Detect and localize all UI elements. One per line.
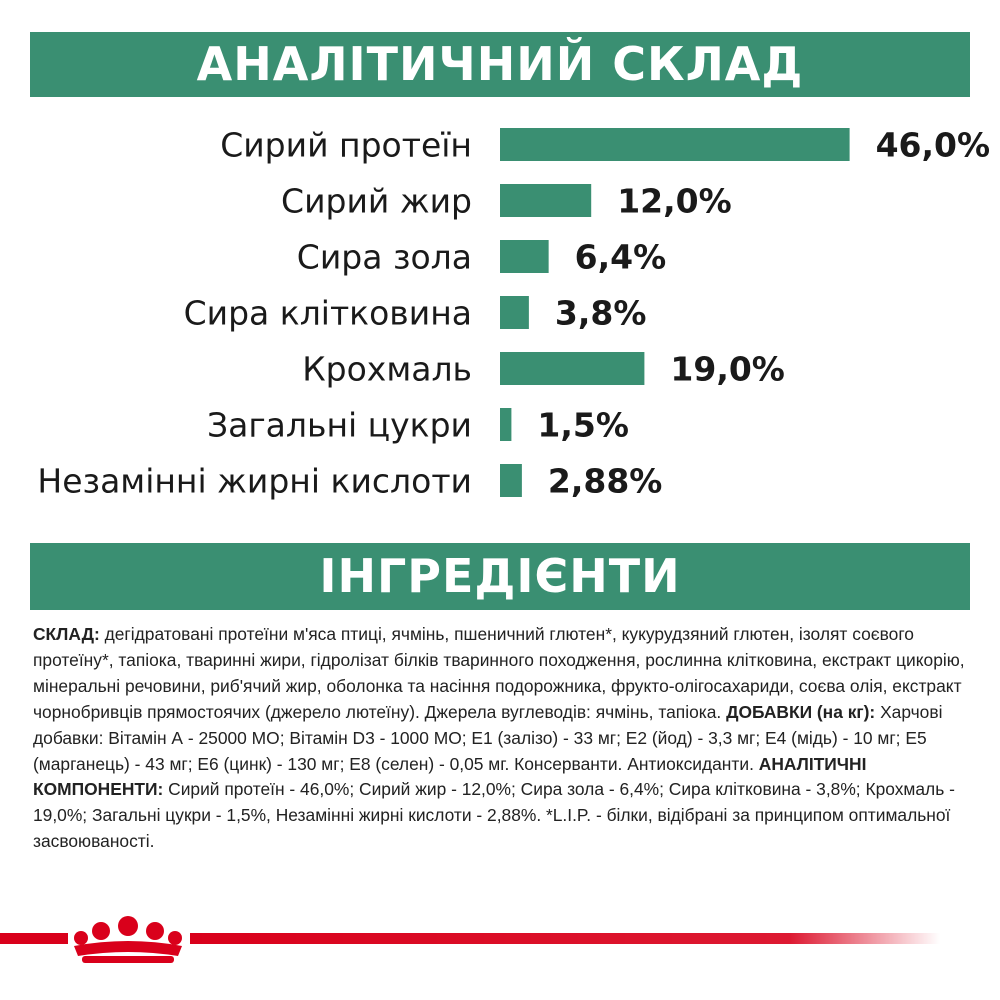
ingredients-segment: Сирий протеїн - 46,0%; Сирий жир - 12,0%… <box>33 779 955 852</box>
ingredients-text: СКЛАД: дегідратовані протеїни м'яса птиц… <box>33 622 973 855</box>
footer-line-right <box>190 933 940 944</box>
category-label: Сирий протеїн <box>220 126 472 165</box>
category-label: Сира клітковина <box>184 294 472 333</box>
bar <box>500 184 592 217</box>
ingredients-header: ІНГРЕДІЄНТИ <box>30 543 970 610</box>
bar <box>500 408 512 441</box>
bar <box>500 352 645 385</box>
category-label: Сира зола <box>297 238 472 277</box>
royal-crown-icon <box>74 916 182 963</box>
value-label: 2,88% <box>548 462 663 501</box>
category-label: Загальні цукри <box>207 406 472 445</box>
bar <box>500 296 529 329</box>
ingredients-section-title: ДОБАВКИ (на кг): <box>726 701 876 722</box>
category-label: Крохмаль <box>302 350 472 389</box>
brand-footer <box>0 916 940 963</box>
bar <box>500 128 850 161</box>
value-label: 6,4% <box>575 238 667 277</box>
bar <box>500 464 522 497</box>
footer-line-left <box>0 933 68 944</box>
value-label: 19,0% <box>670 350 785 389</box>
ingredients-section-title: СКЛАД: <box>33 624 100 644</box>
bar <box>500 240 549 273</box>
value-label: 3,8% <box>555 294 647 333</box>
category-label: Незамінні жирні кислоти <box>37 462 472 501</box>
ingredients-section-title: АНАЛІТИЧНІ КОМПОНЕНТИ: <box>33 753 867 800</box>
ingredients-segment: дегідратовані протеїни м'яса птиці, ячмі… <box>33 624 965 722</box>
category-label: Сирий жир <box>281 182 472 221</box>
value-label: 12,0% <box>617 182 732 221</box>
analysis-header: АНАЛІТИЧНИЙ СКЛАД <box>30 32 970 97</box>
value-label: 1,5% <box>537 406 629 445</box>
ingredients-segment: Харчові добавки: Вітамін А - 25000 МО; В… <box>33 701 943 774</box>
value-label: 46,0% <box>876 126 991 165</box>
nutrient-bar-chart: Сирий протеїн 46,0% Сирий жир 12,0% Сира зол… <box>37 126 991 501</box>
